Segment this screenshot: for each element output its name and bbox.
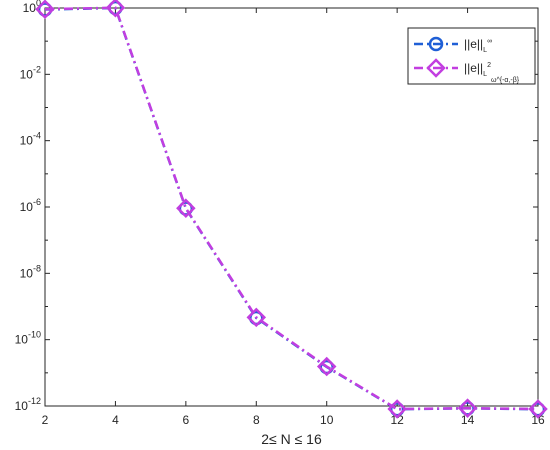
y-tick-label: 10-6 — [20, 197, 41, 214]
x-axis-label: 2≤ N ≤ 16 — [261, 431, 322, 447]
series-2 — [35, 0, 548, 419]
data-point — [389, 401, 405, 417]
legend-entry: ||e||L∞ — [414, 36, 492, 54]
data-point — [460, 401, 475, 416]
legend-box — [407, 27, 536, 85]
y-tick-label: 10-8 — [20, 263, 41, 280]
legend-label: ||e||L2 — [464, 61, 491, 78]
legend-marker — [426, 58, 446, 78]
y-tick-label: 10-10 — [15, 330, 41, 347]
data-point — [528, 399, 548, 419]
y-tick-label: 10-12 — [15, 396, 41, 413]
data-point — [530, 401, 546, 417]
y-tick-label: 10-4 — [20, 131, 41, 148]
legend-label: ||e||L∞ — [464, 37, 492, 54]
x-tick-label: 10 — [320, 413, 334, 427]
axes: 2 4 6 8 10 12 14 16 100 10-2 10-4 10-6 10-8 10-10 10-1… — [15, 0, 545, 427]
x-tick-label: 14 — [461, 413, 475, 427]
data-point — [316, 356, 337, 377]
y-tick-label: 100 — [23, 0, 41, 15]
y-tick-label: 10-2 — [20, 64, 41, 81]
legend-sublabel: ω^{-α,-β} — [491, 77, 520, 84]
series-layer — [35, 0, 548, 419]
x-tick-label: 2 — [42, 413, 49, 427]
legend-marker — [428, 36, 444, 52]
data-point — [387, 399, 407, 419]
data-point — [35, 0, 55, 19]
x-tick-label: 12 — [390, 413, 404, 427]
x-tick-label: 4 — [112, 413, 119, 427]
legend: ||e||L∞ ||e||L2ω^{-α,-β} — [407, 27, 536, 85]
data-point — [246, 307, 267, 328]
data-point — [176, 198, 196, 218]
x-tick-label: 6 — [183, 413, 190, 427]
data-point — [105, 0, 126, 18]
x-tick-label: 16 — [531, 413, 545, 427]
x-tick-label: 8 — [253, 413, 260, 427]
legend-entry: ||e||L2ω^{-α,-β} — [414, 58, 520, 84]
data-point — [457, 398, 478, 418]
